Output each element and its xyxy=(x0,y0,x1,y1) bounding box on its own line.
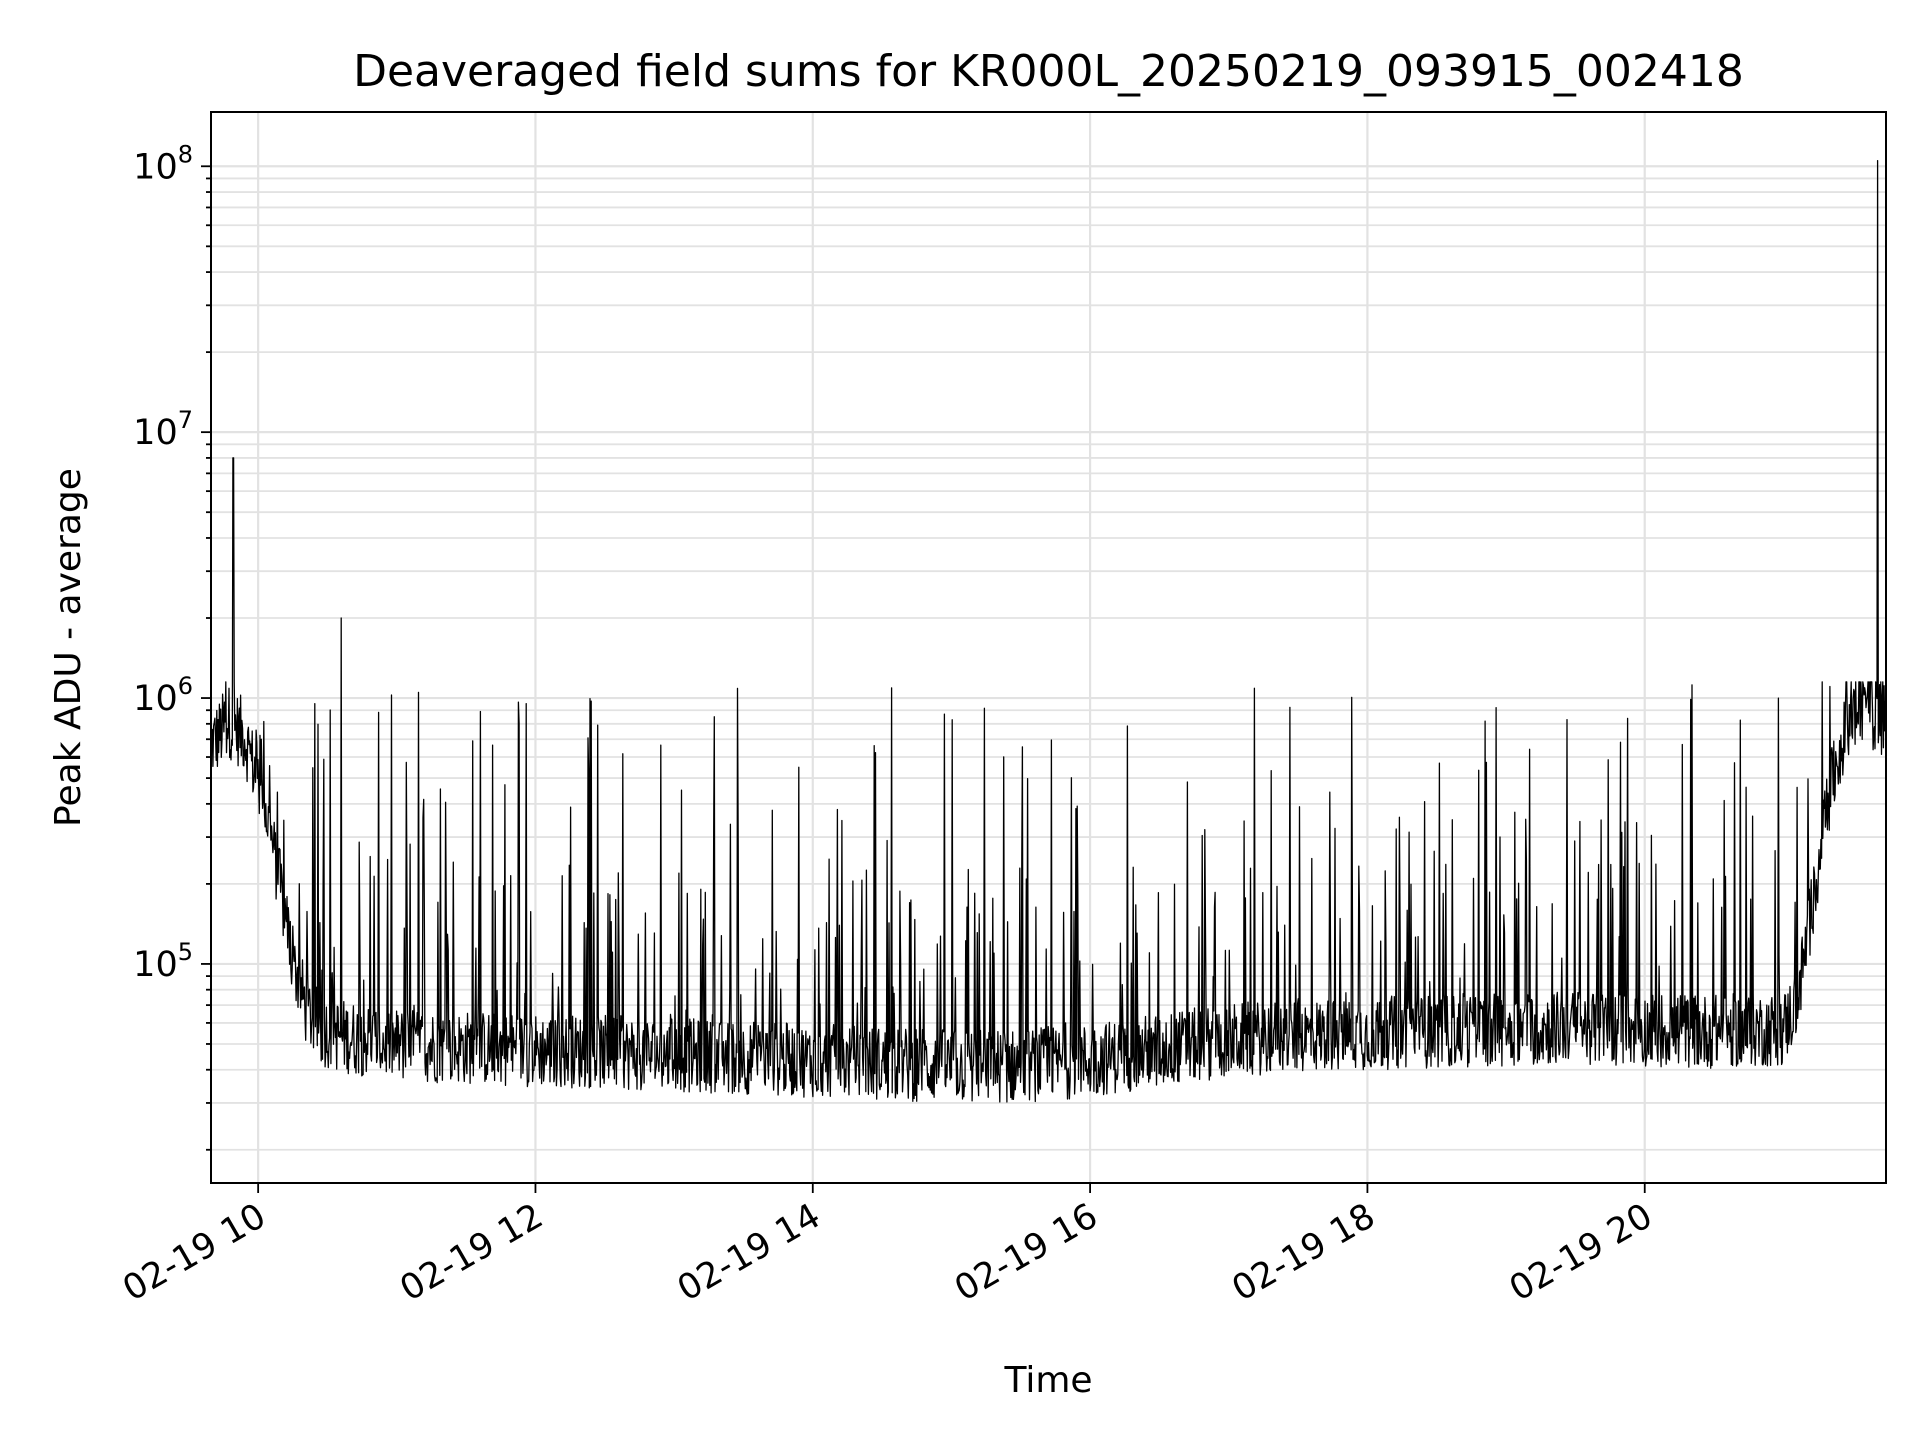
y-tick-label: 106 xyxy=(133,672,193,719)
y-tick-base: 10 xyxy=(133,945,178,985)
x-axis-label: Time xyxy=(1003,1360,1092,1401)
axes-frame xyxy=(210,111,1887,1184)
data-layer xyxy=(210,159,1887,1103)
y-tick-label: 107 xyxy=(133,406,193,453)
y-tick-label: 105 xyxy=(133,938,193,985)
y-tick-base: 10 xyxy=(133,147,178,187)
chart-title: Deaveraged field sums for KR000L_2025021… xyxy=(353,46,1744,97)
y-tick-base: 10 xyxy=(133,679,178,719)
y-tick-base: 10 xyxy=(133,413,178,453)
grid xyxy=(211,112,1886,1183)
y-tick-exponent: 7 xyxy=(178,406,193,434)
y-axis-label: Peak ADU - average xyxy=(48,468,89,827)
y-tick-label: 108 xyxy=(133,140,193,187)
y-tick-exponent: 5 xyxy=(178,938,193,966)
series-line xyxy=(210,159,1887,1103)
y-tick-exponent: 6 xyxy=(178,672,193,700)
y-tick-exponent: 8 xyxy=(178,140,193,168)
